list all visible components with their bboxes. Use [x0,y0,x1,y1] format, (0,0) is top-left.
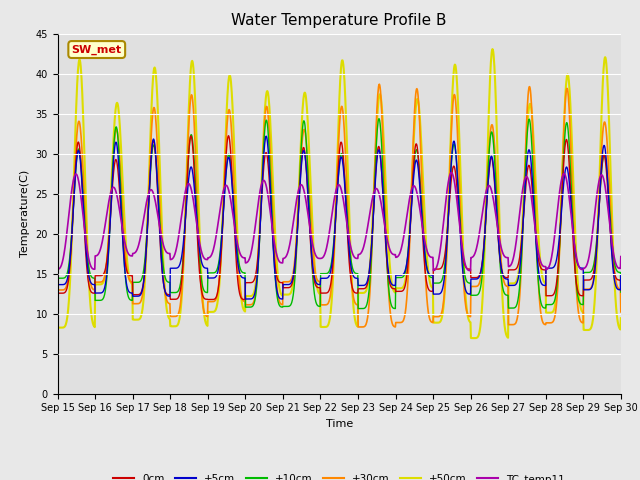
TC_temp11 [467,268,474,274]
+50cm [551,304,559,310]
TC_temp11 [551,233,559,239]
TC_temp11 [447,170,455,176]
+30cm [428,319,435,325]
Title: Water Temperature Profile B: Water Temperature Profile B [232,13,447,28]
+5cm [179,245,187,251]
+10cm [501,291,509,297]
TC_temp11 [501,254,509,260]
+10cm [617,289,625,295]
0cm [206,297,214,302]
0cm [243,280,250,286]
+5cm [501,276,509,281]
0cm [225,133,232,139]
+5cm [428,272,435,278]
+10cm [375,116,383,121]
0cm [179,264,187,269]
+30cm [356,324,364,330]
0cm [501,275,509,280]
+30cm [617,309,625,315]
+5cm [617,272,625,278]
Line: +30cm: +30cm [58,84,621,327]
TC_temp11 [165,251,173,256]
+50cm [617,315,625,321]
+50cm [165,315,173,321]
Line: +50cm: +50cm [58,49,621,338]
+30cm [165,300,173,306]
TC_temp11 [242,260,250,266]
+5cm [165,293,173,299]
+5cm [551,263,559,269]
+5cm [54,282,61,288]
Line: +5cm: +5cm [58,136,621,299]
+10cm [242,304,250,310]
+50cm [54,324,61,330]
+30cm [376,81,383,87]
0cm [551,289,559,295]
+10cm [179,259,187,264]
TC_temp11 [617,254,625,260]
TC_temp11 [427,254,435,260]
+50cm [179,275,187,280]
+10cm [428,275,435,280]
+30cm [501,281,509,287]
+5cm [244,296,252,302]
+50cm [488,46,496,52]
Line: 0cm: 0cm [58,136,621,300]
+50cm [242,293,250,299]
+5cm [262,133,270,139]
0cm [54,290,61,296]
+30cm [551,314,559,320]
0cm [165,292,173,298]
Line: TC_temp11: TC_temp11 [58,173,621,271]
Y-axis label: Temperature(C): Temperature(C) [20,170,30,257]
+30cm [242,302,250,308]
TC_temp11 [179,204,187,209]
Text: SW_met: SW_met [72,44,122,55]
Line: +10cm: +10cm [58,119,621,309]
X-axis label: Time: Time [326,419,353,429]
+30cm [54,287,61,293]
+10cm [551,298,559,303]
+30cm [179,270,187,276]
+50cm [501,325,509,331]
+10cm [54,276,61,281]
+10cm [165,279,173,285]
+5cm [242,296,250,302]
+50cm [427,282,435,288]
Legend: 0cm, +5cm, +10cm, +30cm, +50cm, TC_temp11: 0cm, +5cm, +10cm, +30cm, +50cm, TC_temp1… [109,470,570,480]
TC_temp11 [54,266,61,272]
+50cm [470,335,477,341]
+10cm [356,306,364,312]
0cm [428,288,435,294]
0cm [617,287,625,293]
